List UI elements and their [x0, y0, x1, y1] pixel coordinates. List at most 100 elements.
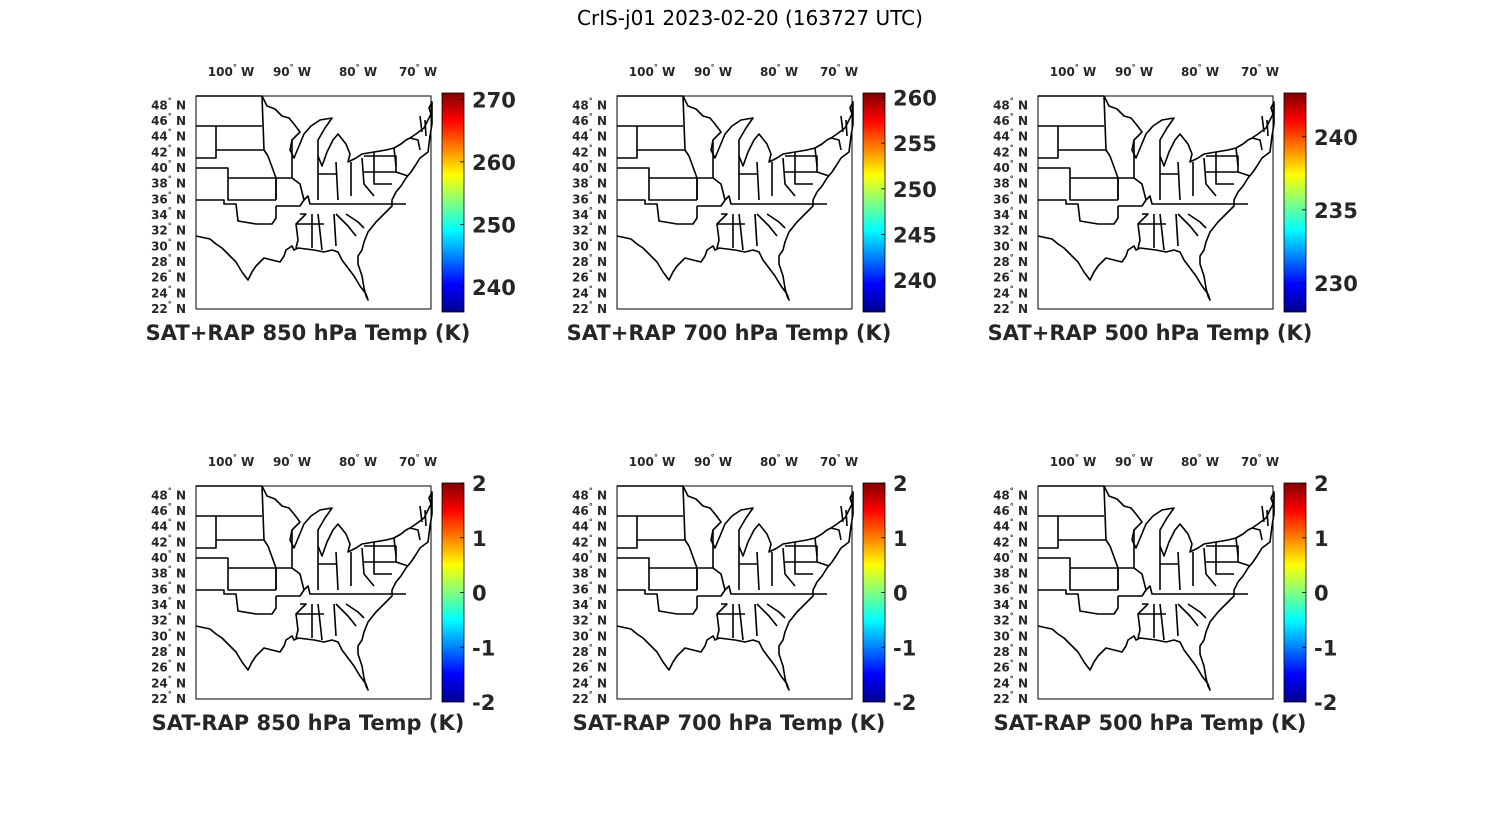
- lat-tick-label: 48° N: [993, 96, 1028, 112]
- lat-tick-label: 38° N: [572, 175, 607, 191]
- colorbar-tick-label: 260: [893, 87, 937, 111]
- panel-title: SAT+RAP 500 hPa Temp (K): [988, 321, 1313, 345]
- lon-tick-label: 80° W: [760, 63, 798, 79]
- lat-tick-label: 36° N: [993, 190, 1028, 206]
- lat-tick-label: 48° N: [572, 486, 607, 502]
- lon-tick-label: 90° W: [694, 453, 732, 469]
- lat-tick-label: 30° N: [572, 627, 607, 643]
- lon-tick-label: 90° W: [273, 63, 311, 79]
- panel-title: SAT+RAP 850 hPa Temp (K): [146, 321, 471, 345]
- colorbar: [862, 92, 886, 313]
- lat-tick-label: 34° N: [572, 206, 607, 222]
- lat-tick-label: 30° N: [993, 237, 1028, 253]
- lon-tick-label: 80° W: [760, 453, 798, 469]
- lat-tick-label: 30° N: [993, 627, 1028, 643]
- colorbar-tick-label: 1: [1314, 527, 1329, 551]
- lon-tick-label: 100° W: [208, 453, 254, 469]
- lat-tick-label: 44° N: [993, 128, 1028, 144]
- lon-tick-label: 70° W: [1241, 63, 1279, 79]
- lat-tick-label: 36° N: [572, 190, 607, 206]
- colorbar-tick-label: 240: [472, 276, 516, 300]
- colorbar-tick-label: 1: [472, 527, 487, 551]
- colorbar-tick-label: -1: [472, 636, 495, 660]
- lat-tick-label: 46° N: [993, 112, 1028, 128]
- lat-tick-label: 44° N: [993, 518, 1028, 534]
- lat-tick-label: 42° N: [993, 143, 1028, 159]
- panel-title: SAT-RAP 500 hPa Temp (K): [994, 711, 1307, 735]
- lat-tick-label: 46° N: [993, 502, 1028, 518]
- lat-tick-label: 42° N: [572, 533, 607, 549]
- lat-tick-label: 30° N: [151, 237, 186, 253]
- map-frame: [195, 485, 432, 700]
- lat-tick-label: 36° N: [151, 580, 186, 596]
- colorbar-tick-label: 240: [1314, 126, 1358, 150]
- map-panel-sat-minus-rap-850: 100° W 90° W 80° W 70° W 48° N46° N44° N42° …: [151, 453, 495, 735]
- lat-tick-label: 46° N: [151, 502, 186, 518]
- lat-tick-label: 38° N: [993, 565, 1028, 581]
- lon-tick-label: 80° W: [339, 63, 377, 79]
- lon-tick-label: 80° W: [339, 453, 377, 469]
- lat-tick-label: 22° N: [151, 690, 186, 706]
- lat-tick-label: 32° N: [993, 612, 1028, 628]
- colorbar-tick-label: -1: [893, 636, 916, 660]
- lat-tick-label: 34° N: [993, 206, 1028, 222]
- colorbar: [1283, 92, 1307, 313]
- lat-tick-label: 44° N: [572, 518, 607, 534]
- colorbar-tick-label: 230: [1314, 272, 1358, 296]
- colorbar-tick-label: 2: [1314, 472, 1329, 496]
- colorbar-tick-label: 0: [1314, 582, 1329, 606]
- lon-tick-label: 100° W: [1050, 63, 1096, 79]
- lat-tick-label: 28° N: [151, 253, 186, 269]
- panel-title: SAT+RAP 700 hPa Temp (K): [567, 321, 892, 345]
- lon-tick-label: 70° W: [1241, 453, 1279, 469]
- lon-tick-label: 90° W: [694, 63, 732, 79]
- colorbar-tick-label: 235: [1314, 199, 1358, 223]
- lat-tick-label: 24° N: [151, 674, 186, 690]
- lat-tick-label: 24° N: [572, 674, 607, 690]
- figure-title: CrIS-j01 2023-02-20 (163727 UTC): [577, 6, 923, 30]
- lat-tick-label: 28° N: [572, 643, 607, 659]
- lon-tick-label: 100° W: [629, 453, 675, 469]
- lat-tick-label: 30° N: [572, 237, 607, 253]
- map-panel-sat-minus-rap-500: 100° W 90° W 80° W 70° W 48° N46° N44° N42° …: [993, 453, 1337, 735]
- lat-tick-label: 40° N: [993, 549, 1028, 565]
- lat-tick-label: 40° N: [151, 159, 186, 175]
- lat-tick-label: 42° N: [993, 533, 1028, 549]
- map-panel-sat-minus-rap-700: 100° W 90° W 80° W 70° W 48° N46° N44° N42° …: [572, 453, 916, 735]
- lat-tick-label: 48° N: [993, 486, 1028, 502]
- lat-tick-label: 26° N: [151, 659, 186, 675]
- colorbar-tick-label: 2: [893, 472, 908, 496]
- panel-title: SAT-RAP 850 hPa Temp (K): [152, 711, 465, 735]
- map-frame: [1037, 95, 1274, 310]
- colorbar-tick-label: 1: [893, 527, 908, 551]
- colorbar-tick-label: 0: [472, 582, 487, 606]
- lat-tick-label: 24° N: [993, 284, 1028, 300]
- lat-tick-label: 34° N: [151, 596, 186, 612]
- lat-tick-label: 22° N: [993, 690, 1028, 706]
- colorbar-tick-label: 270: [472, 88, 516, 112]
- lat-tick-label: 42° N: [572, 143, 607, 159]
- lat-tick-label: 28° N: [993, 253, 1028, 269]
- lat-tick-label: 22° N: [151, 300, 186, 316]
- lat-tick-label: 34° N: [572, 596, 607, 612]
- lat-tick-label: 22° N: [993, 300, 1028, 316]
- colorbar-tick-label: 255: [893, 132, 937, 156]
- map-frame: [195, 95, 432, 310]
- lat-tick-label: 22° N: [572, 690, 607, 706]
- lat-tick-label: 32° N: [572, 222, 607, 238]
- colorbar-tick-label: 250: [472, 213, 516, 237]
- map-frame: [616, 485, 853, 700]
- colorbar-tick-label: -2: [472, 691, 495, 715]
- colorbar-tick-label: -2: [893, 691, 916, 715]
- lat-tick-label: 46° N: [151, 112, 186, 128]
- lat-tick-label: 48° N: [151, 486, 186, 502]
- lat-tick-label: 46° N: [572, 112, 607, 128]
- lon-tick-label: 80° W: [1181, 453, 1219, 469]
- lat-tick-label: 42° N: [151, 533, 186, 549]
- lat-tick-label: 38° N: [993, 175, 1028, 191]
- colorbar: [441, 92, 465, 313]
- lat-tick-label: 22° N: [572, 300, 607, 316]
- lat-tick-label: 40° N: [993, 159, 1028, 175]
- lat-tick-label: 36° N: [572, 580, 607, 596]
